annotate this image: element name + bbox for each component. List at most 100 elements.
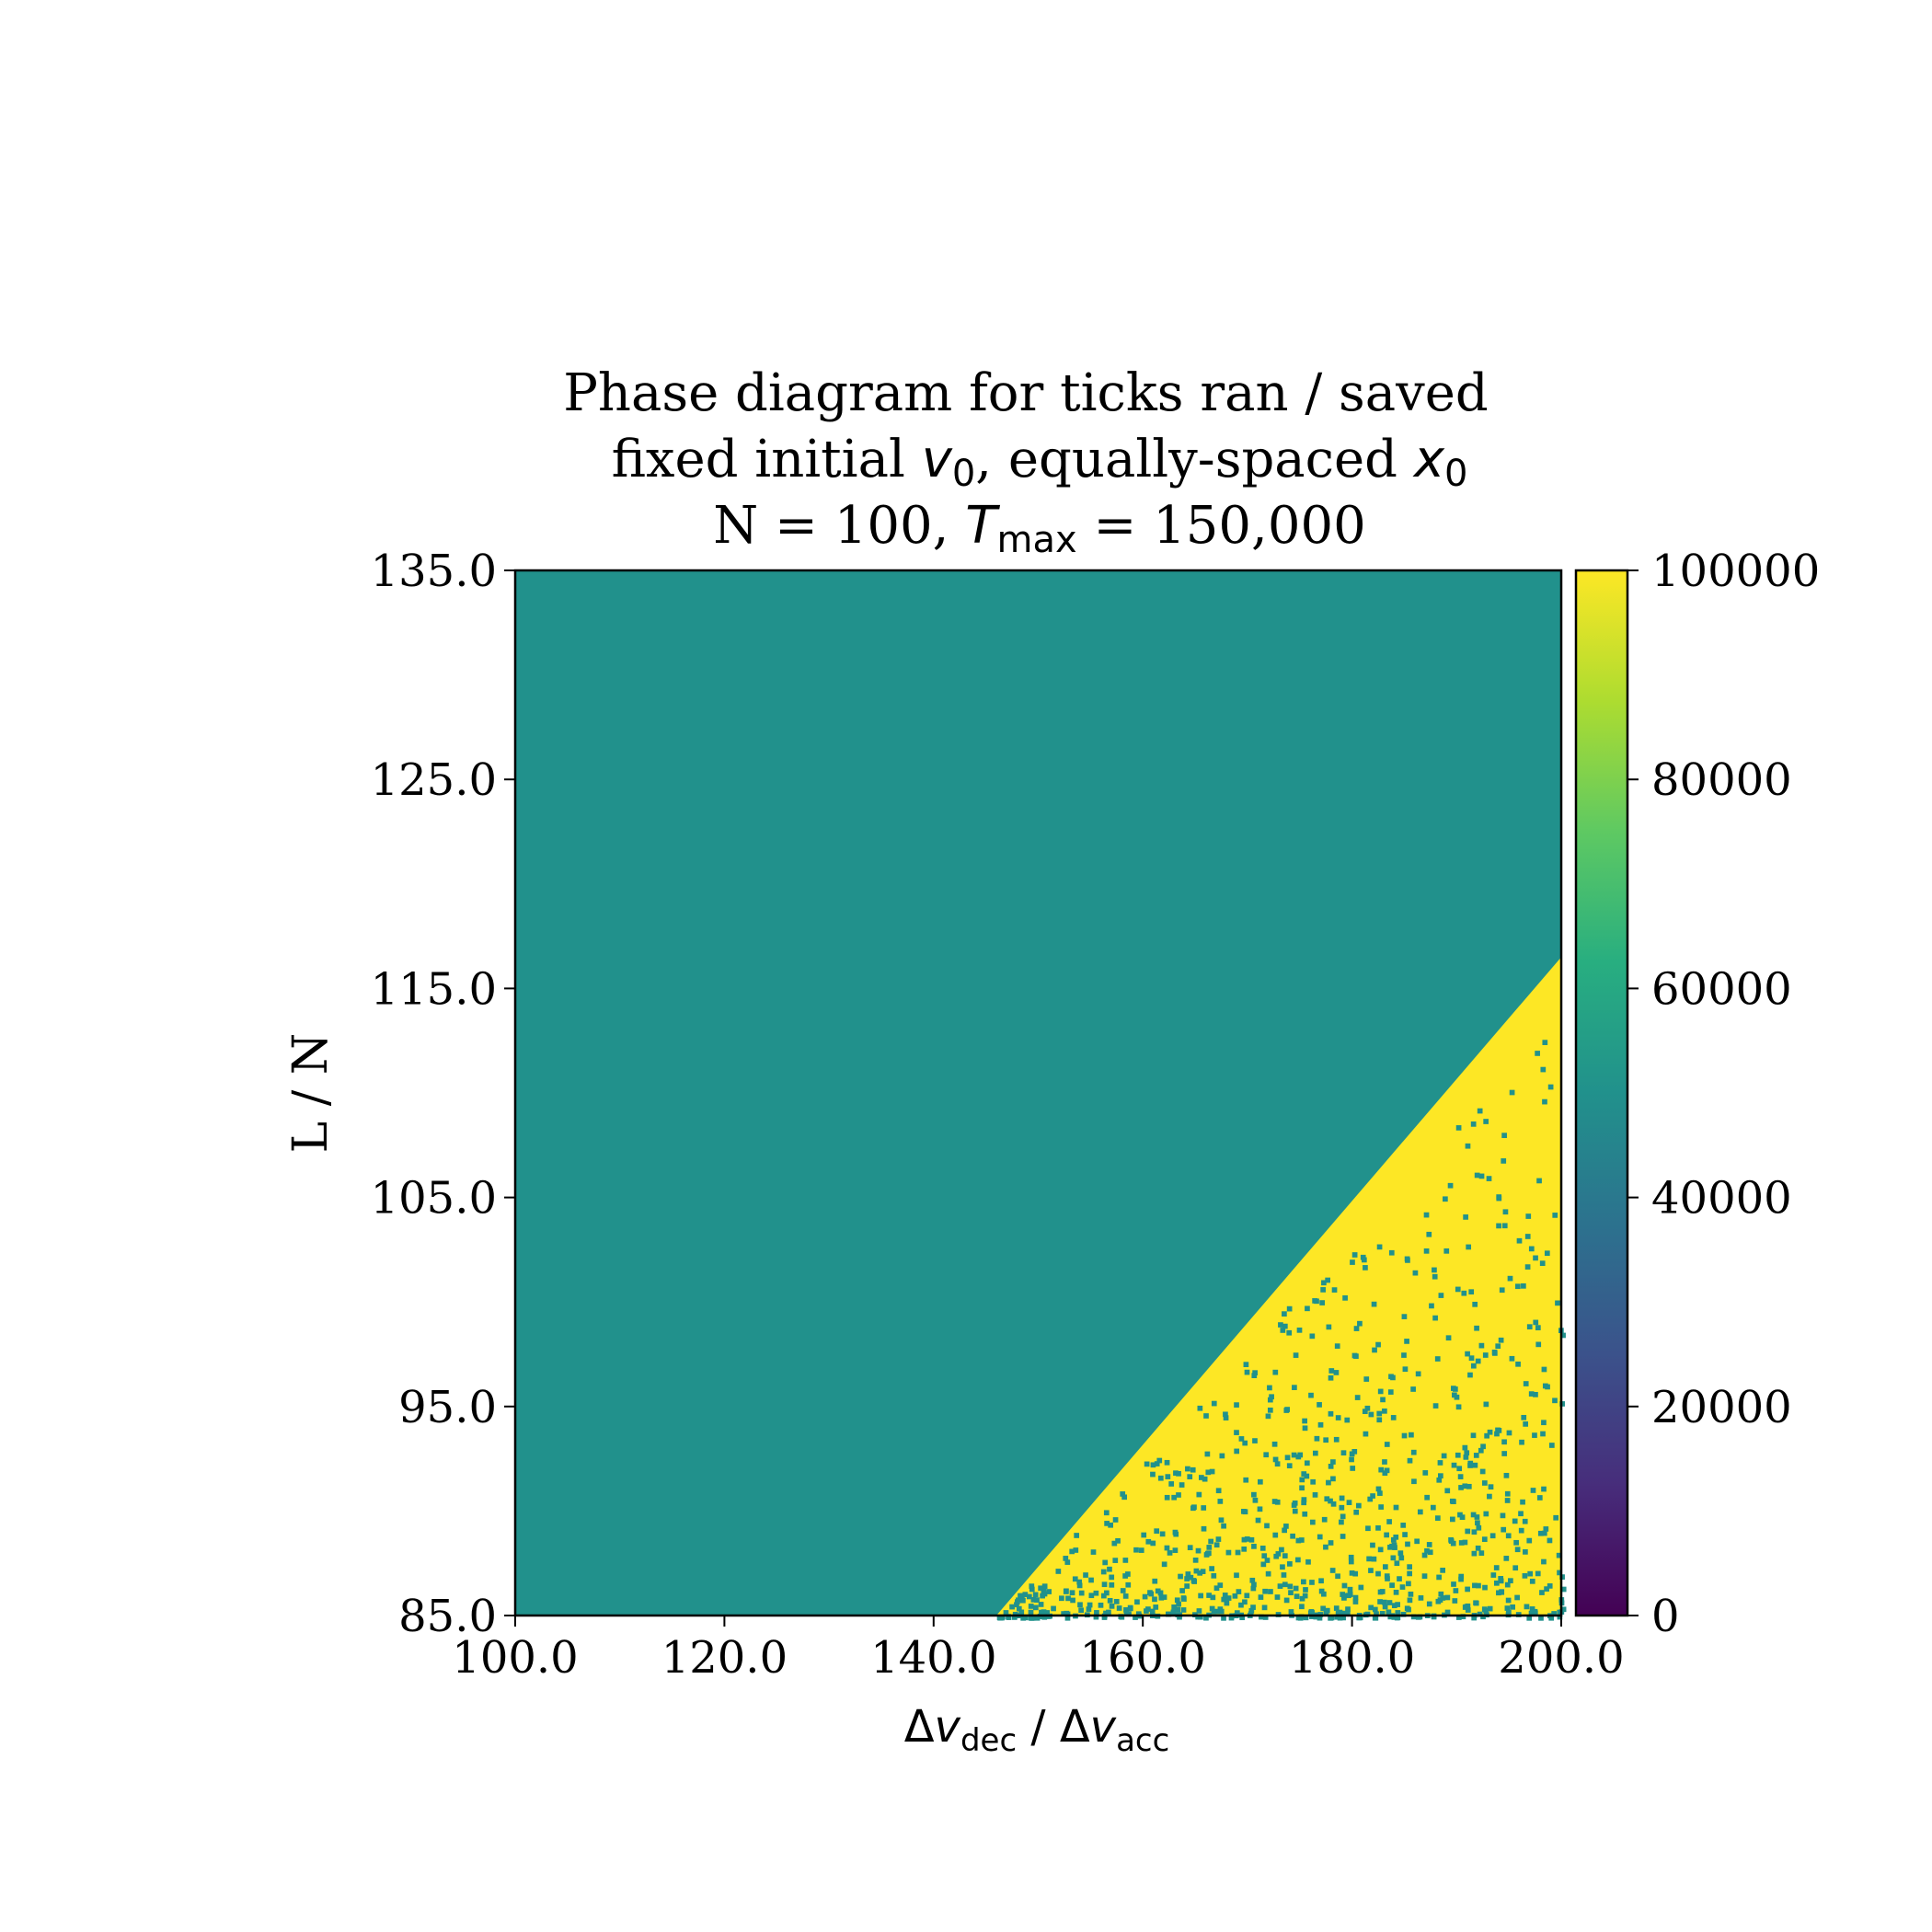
heatmap-speckle-cell [1397, 1550, 1404, 1557]
heatmap-speckle-cell [1502, 1209, 1509, 1215]
heatmap-speckle-cell [1536, 1495, 1543, 1501]
heatmap-speckle-cell [1204, 1451, 1211, 1457]
heatmap-speckle-cell [1527, 1570, 1534, 1577]
heatmap-speckle-cell [1470, 1512, 1477, 1518]
heatmap-speckle-cell [1265, 1570, 1271, 1577]
heatmap-speckle-cell [1472, 1462, 1478, 1468]
colorbar-tick-label: 40000 [1651, 1173, 1792, 1225]
heatmap-speckle-cell [1287, 1561, 1293, 1567]
heatmap-speckle-cell [1523, 1549, 1528, 1555]
heatmap-speckle-cell [1046, 1589, 1052, 1594]
heatmap-speckle-cell [1171, 1604, 1178, 1610]
heatmap-speckle-cell [1217, 1499, 1224, 1504]
heatmap-speckle-cell [1335, 1573, 1340, 1580]
heatmap-speckle-cell [1407, 1457, 1413, 1464]
heatmap-speckle-cell [1504, 1490, 1511, 1497]
heatmap-speckle-cell [1279, 1547, 1284, 1553]
heatmap-speckle-cell [1272, 1456, 1279, 1463]
heatmap-speckle-cell [1423, 1248, 1430, 1254]
heatmap-speckle-cell [1524, 1264, 1531, 1270]
heatmap-speckle-cell [1328, 1498, 1333, 1504]
heatmap-speckle-cell [1547, 1583, 1553, 1589]
heatmap-speckle-cell [1410, 1614, 1417, 1620]
heatmap-speckle-cell [1055, 1569, 1062, 1574]
heatmap-speckle-cell [1377, 1388, 1384, 1395]
heatmap-speckle-cell [1532, 1432, 1537, 1438]
heatmap-speckle-cell [1429, 1303, 1434, 1309]
heatmap-speckle-cell [1390, 1415, 1397, 1420]
heatmap-speckle-cell [1391, 1603, 1397, 1609]
heatmap-speckle-cell [1422, 1470, 1429, 1476]
x-axis-label: Δvdec / Δvacc [904, 1701, 1170, 1759]
heatmap-speckle-cell [1503, 1556, 1510, 1561]
heatmap-speckle-cell [1466, 1244, 1472, 1250]
heatmap-speckle-cell [1197, 1405, 1203, 1411]
heatmap-speckle-cell [1200, 1569, 1206, 1574]
heatmap-speckle-cell [1293, 1352, 1299, 1358]
heatmap-speckle-cell [1501, 1158, 1507, 1164]
heatmap-speckle-cell [1382, 1604, 1388, 1610]
heatmap-speckle-cell [1333, 1370, 1340, 1375]
heatmap-speckle-cell [1444, 1488, 1451, 1494]
heatmap-speckle-cell [1515, 1361, 1521, 1367]
heatmap-speckle-cell [1434, 1356, 1441, 1362]
heatmap-speckle-cell [1165, 1611, 1171, 1617]
heatmap-speckle-cell [1474, 1172, 1480, 1179]
heatmap-speckle-cell [1364, 1405, 1371, 1411]
heatmap-speckle-cell [1314, 1435, 1320, 1442]
heatmap-speckle-cell [1120, 1491, 1126, 1497]
heatmap-speckle-cell [1556, 1552, 1562, 1558]
heatmap-speckle-cell [1547, 1537, 1553, 1544]
heatmap-speckle-cell [1479, 1468, 1486, 1475]
heatmap-speckle-cell [1449, 1498, 1455, 1504]
heatmap-speckle-cell [1028, 1609, 1034, 1616]
heatmap-speckle-cell [1465, 1528, 1471, 1535]
heatmap-speckle-cell [1471, 1529, 1478, 1535]
heatmap-speckle-cell [1409, 1432, 1414, 1438]
heatmap-speckle-cell [1431, 1614, 1437, 1620]
heatmap-speckle-cell [1310, 1519, 1316, 1525]
heatmap-speckle-cell [1426, 1231, 1432, 1237]
heatmap-speckle-cell [1152, 1596, 1157, 1603]
heatmap-speckle-cell [1318, 1578, 1324, 1584]
heatmap-speckle-cell [1348, 1554, 1354, 1560]
x-tick-label: 100.0 [452, 1632, 578, 1684]
heatmap-speckle-cell [1386, 1609, 1392, 1616]
heatmap-speckle-cell [1455, 1286, 1461, 1293]
heatmap-speckle-cell [1222, 1593, 1228, 1598]
heatmap-speckle-cell [1087, 1602, 1093, 1608]
heatmap-speckle-cell [1282, 1553, 1288, 1558]
heatmap-speckle-cell [1147, 1590, 1153, 1595]
heatmap-speckle-cell [1448, 1538, 1455, 1544]
heatmap-speckle-cell [1402, 1366, 1409, 1373]
heatmap-speckle-cell [1478, 1173, 1485, 1179]
heatmap-speckle-cell [1234, 1430, 1239, 1435]
heatmap-speckle-cell [1282, 1323, 1288, 1329]
heatmap-speckle-cell [1477, 1108, 1483, 1114]
heatmap-speckle-cell [1029, 1615, 1035, 1621]
heatmap-speckle-cell [1522, 1518, 1528, 1524]
heatmap-speckle-cell [1452, 1598, 1458, 1604]
heatmap-speckle-cell [1418, 1595, 1424, 1601]
heatmap-speckle-cell [1029, 1586, 1035, 1593]
heatmap-speckle-cell [1301, 1497, 1307, 1502]
heatmap-speckle-cell [1184, 1583, 1190, 1589]
heatmap-speckle-cell [1161, 1561, 1167, 1568]
heatmap-speckle-cell [1339, 1495, 1345, 1501]
heatmap-speckle-cell [1540, 1066, 1547, 1073]
heatmap-speckle-cell [1109, 1604, 1115, 1609]
heatmap-speckle-cell [1179, 1482, 1185, 1488]
heatmap-speckle-cell [1238, 1602, 1244, 1608]
heatmap-speckle-cell [1324, 1607, 1330, 1614]
heatmap-speckle-cell [1027, 1593, 1032, 1600]
heatmap-speckle-cell [1277, 1583, 1283, 1589]
heatmap-speckle-cell [1142, 1593, 1148, 1600]
heatmap-speckle-cell [1522, 1573, 1528, 1579]
heatmap-speckle-cell [1034, 1615, 1041, 1621]
heatmap-speckle-cell [1203, 1413, 1209, 1419]
heatmap-speckle-cell [1346, 1500, 1352, 1505]
heatmap-speckle-cell [1539, 1590, 1545, 1595]
heatmap-speckle-cell [1424, 1547, 1430, 1554]
heatmap-speckle-cell [1051, 1605, 1056, 1612]
heatmap-speckle-cell [1242, 1509, 1248, 1515]
